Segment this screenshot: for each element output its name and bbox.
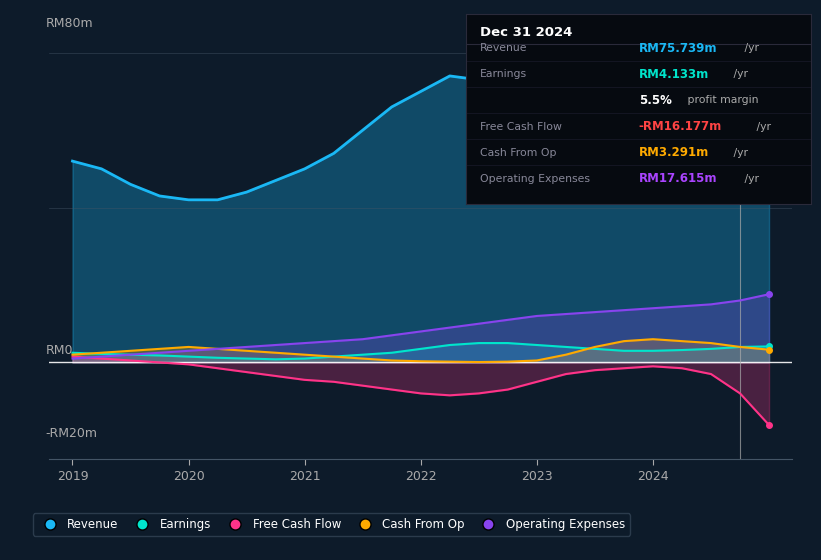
Text: RM4.133m: RM4.133m [639,68,709,81]
Text: /yr: /yr [730,69,748,80]
Text: Earnings: Earnings [480,69,527,80]
Legend: Revenue, Earnings, Free Cash Flow, Cash From Op, Operating Expenses: Revenue, Earnings, Free Cash Flow, Cash … [33,513,631,536]
Text: RM75.739m: RM75.739m [639,42,718,55]
Text: RM0: RM0 [45,344,73,357]
Text: -RM16.177m: -RM16.177m [639,120,722,133]
Text: RM3.291m: RM3.291m [639,146,709,159]
Text: Free Cash Flow: Free Cash Flow [480,122,562,132]
Text: -RM20m: -RM20m [45,427,98,440]
Text: RM80m: RM80m [45,17,93,30]
Text: Revenue: Revenue [480,43,528,53]
Text: /yr: /yr [753,122,771,132]
Text: /yr: /yr [730,148,748,157]
Text: Dec 31 2024: Dec 31 2024 [480,26,572,39]
Text: Cash From Op: Cash From Op [480,148,557,157]
Text: profit margin: profit margin [684,95,759,105]
Text: /yr: /yr [741,174,759,184]
Text: RM17.615m: RM17.615m [639,172,718,185]
Text: Operating Expenses: Operating Expenses [480,174,590,184]
Text: /yr: /yr [741,43,759,53]
Text: 5.5%: 5.5% [639,94,672,107]
